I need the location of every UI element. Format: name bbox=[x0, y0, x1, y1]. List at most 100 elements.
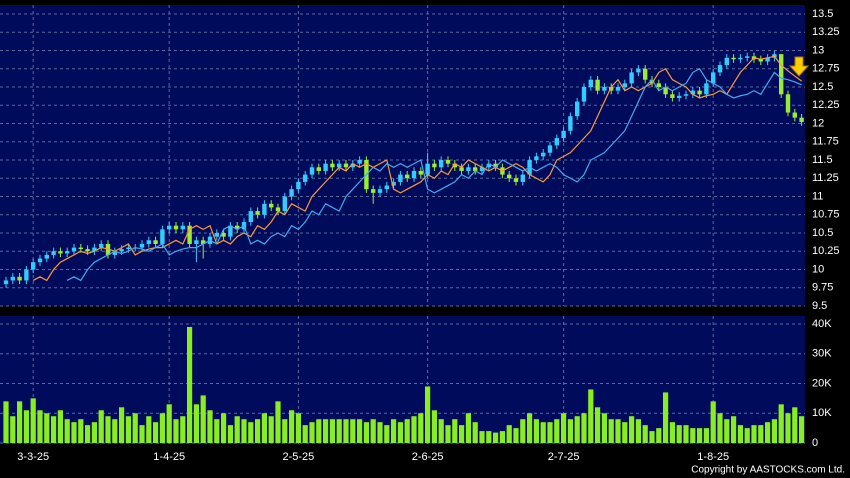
candle-body bbox=[656, 83, 661, 87]
volume-bar bbox=[357, 419, 363, 443]
x-tick-label: 2-7-25 bbox=[548, 451, 580, 463]
volume-bar bbox=[221, 413, 227, 443]
candle-body bbox=[711, 72, 716, 84]
candle-body bbox=[439, 160, 444, 168]
volume-bar bbox=[397, 422, 403, 443]
volume-bar bbox=[37, 410, 43, 443]
candle-body bbox=[758, 59, 763, 62]
volume-bar bbox=[697, 428, 703, 443]
candle-body bbox=[636, 68, 641, 73]
candle-body bbox=[738, 57, 743, 60]
y-tick-label: 10.5 bbox=[812, 227, 833, 239]
candle-body bbox=[146, 240, 151, 244]
y-tick-label: 12 bbox=[812, 117, 824, 129]
candle-body bbox=[785, 94, 791, 113]
volume-bar bbox=[758, 425, 764, 443]
moving-average-line bbox=[66, 67, 802, 282]
y-tick-label: 11 bbox=[812, 190, 823, 202]
volume-bar bbox=[125, 416, 131, 443]
candle-body bbox=[350, 163, 355, 168]
candle-body bbox=[683, 94, 689, 96]
candle-body bbox=[357, 160, 362, 164]
volume-bar bbox=[85, 425, 91, 443]
candle-body bbox=[649, 79, 655, 84]
volume-bar bbox=[3, 401, 9, 443]
candle-body bbox=[173, 225, 179, 230]
candle-body bbox=[765, 57, 770, 62]
volume-bar bbox=[255, 419, 261, 443]
candle-body bbox=[99, 243, 104, 248]
volume-bar bbox=[493, 432, 499, 443]
y-tick-label: 12.25 bbox=[812, 99, 840, 111]
candle-body bbox=[24, 269, 29, 281]
volume-bar bbox=[656, 428, 662, 443]
x-tick-label: 2-5-25 bbox=[283, 451, 315, 463]
candle-body bbox=[602, 87, 607, 91]
candle-body bbox=[445, 160, 451, 164]
volume-bar bbox=[146, 416, 152, 443]
candle-body bbox=[398, 174, 403, 182]
candle-body bbox=[677, 95, 682, 98]
volume-bar bbox=[669, 422, 675, 443]
candle-body bbox=[432, 163, 437, 168]
volume-bar bbox=[724, 419, 730, 443]
volume-bar bbox=[581, 413, 587, 443]
volume-bar bbox=[275, 401, 281, 443]
candle-body bbox=[493, 163, 498, 168]
volume-bar bbox=[683, 425, 689, 443]
volume-bar bbox=[642, 425, 648, 443]
y-tick-label: 40K bbox=[812, 318, 832, 330]
volume-bar bbox=[635, 419, 641, 443]
volume-bar bbox=[193, 404, 199, 443]
volume-bar bbox=[574, 416, 580, 443]
y-tick-label: 13 bbox=[812, 44, 824, 56]
volume-bar bbox=[241, 419, 247, 443]
volume-bar bbox=[187, 326, 193, 443]
candle-body bbox=[296, 181, 301, 190]
volume-bar bbox=[350, 419, 356, 443]
volume-bar bbox=[459, 425, 465, 443]
candle-body bbox=[629, 72, 634, 84]
candle-body bbox=[17, 276, 22, 281]
volume-bar bbox=[370, 419, 376, 443]
candle-body bbox=[792, 112, 797, 118]
volume-bar bbox=[731, 416, 737, 443]
volume-bar bbox=[431, 410, 437, 443]
volume-bar bbox=[676, 425, 682, 443]
volume-bar bbox=[323, 419, 329, 443]
candle-body bbox=[575, 101, 580, 117]
volume-bar bbox=[295, 413, 301, 443]
candle-body bbox=[377, 189, 383, 193]
volume-bar bbox=[139, 425, 145, 443]
volume-bar bbox=[771, 419, 777, 443]
candle-body bbox=[581, 87, 587, 102]
candle-body bbox=[282, 196, 287, 212]
volume-bar bbox=[71, 422, 77, 443]
moving-average-line bbox=[32, 55, 802, 282]
volume-bar bbox=[200, 395, 206, 443]
volume-bar bbox=[765, 422, 771, 443]
candle-body bbox=[507, 174, 512, 179]
candle-body bbox=[65, 251, 70, 254]
y-tick-label: 12.75 bbox=[812, 63, 840, 75]
candle-body bbox=[697, 90, 702, 95]
candle-body bbox=[595, 79, 600, 91]
volume-bar bbox=[268, 416, 274, 443]
volume-bar bbox=[57, 410, 63, 443]
y-tick-label: 20K bbox=[812, 377, 832, 389]
candle-body bbox=[58, 251, 63, 254]
volume-bar bbox=[527, 413, 533, 443]
candle-body bbox=[37, 258, 43, 263]
candle-body bbox=[554, 138, 559, 146]
x-tick-label: 1-4-25 bbox=[153, 451, 185, 463]
y-tick-label: 9.75 bbox=[812, 282, 833, 294]
volume-bar bbox=[384, 425, 390, 443]
volume-bar bbox=[595, 407, 601, 443]
volume-bar bbox=[486, 431, 492, 443]
volume-bar bbox=[159, 413, 165, 443]
candle-body bbox=[153, 240, 158, 244]
volume-bar bbox=[663, 392, 669, 443]
volume-bar bbox=[479, 431, 485, 443]
volume-bar bbox=[404, 419, 410, 443]
candle-body bbox=[513, 178, 519, 182]
